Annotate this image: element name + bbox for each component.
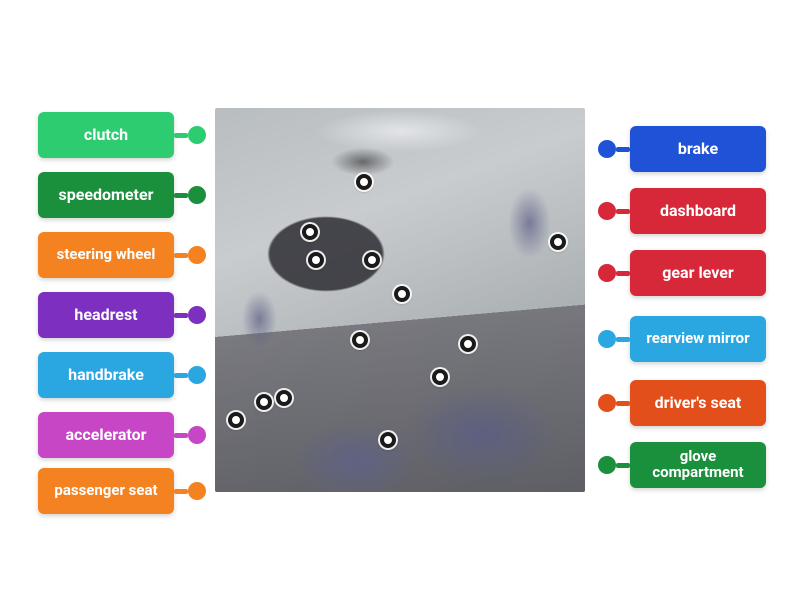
- connector-dot-icon[interactable]: [188, 366, 206, 384]
- connector: [598, 140, 630, 158]
- marker-m-glove[interactable]: [394, 286, 410, 302]
- connector-dot-icon[interactable]: [188, 246, 206, 264]
- connector-dot-icon[interactable]: [188, 426, 206, 444]
- label-text: clutch: [84, 127, 128, 144]
- label-steering-wheel[interactable]: steering wheel: [38, 232, 174, 278]
- marker-m-handbrake[interactable]: [432, 369, 448, 385]
- label-passenger-seat[interactable]: passenger seat: [38, 468, 174, 514]
- label-text: brake: [678, 141, 718, 158]
- connector: [174, 186, 206, 204]
- marker-m-dashboard[interactable]: [364, 252, 380, 268]
- connector: [174, 426, 206, 444]
- connector: [598, 264, 630, 282]
- connector: [174, 126, 206, 144]
- label-text: speedometer: [59, 187, 154, 204]
- connector: [174, 306, 206, 324]
- connector: [174, 366, 206, 384]
- marker-m-clutch[interactable]: [276, 390, 292, 406]
- label-text: passenger seat: [54, 483, 157, 499]
- label-dashboard[interactable]: dashboard: [630, 188, 766, 234]
- marker-m-drivers[interactable]: [460, 336, 476, 352]
- connector-stem: [174, 133, 188, 138]
- label-drivers-seat[interactable]: driver's seat: [630, 380, 766, 426]
- marker-m-gear[interactable]: [352, 332, 368, 348]
- label-text: accelerator: [65, 427, 146, 444]
- marker-m-passenger[interactable]: [380, 432, 396, 448]
- connector-stem: [174, 433, 188, 438]
- marker-m-speedometer[interactable]: [302, 224, 318, 240]
- connector: [598, 202, 630, 220]
- label-gear-lever[interactable]: gear lever: [630, 250, 766, 296]
- connector-dot-icon[interactable]: [188, 126, 206, 144]
- connector-dot-icon[interactable]: [598, 202, 616, 220]
- connector-dot-icon[interactable]: [188, 482, 206, 500]
- connector-dot-icon[interactable]: [188, 186, 206, 204]
- connector-stem: [616, 271, 630, 276]
- connector: [598, 330, 630, 348]
- label-text: rearview mirror: [646, 331, 749, 347]
- marker-m-steering[interactable]: [308, 252, 324, 268]
- connector-stem: [174, 373, 188, 378]
- connector-dot-icon[interactable]: [598, 140, 616, 158]
- label-text: handbrake: [68, 367, 144, 384]
- connector-stem: [616, 209, 630, 214]
- label-text: steering wheel: [57, 247, 156, 263]
- connector: [174, 482, 206, 500]
- label-text: glove compartment: [638, 449, 758, 481]
- marker-m-rearview[interactable]: [356, 174, 372, 190]
- connector: [598, 456, 630, 474]
- connector-stem: [616, 147, 630, 152]
- connector: [598, 394, 630, 412]
- connector-stem: [616, 337, 630, 342]
- label-rearview-mirror[interactable]: rearview mirror: [630, 316, 766, 362]
- labeling-stage: clutch speedometer steering wheel headrest h…: [0, 0, 800, 600]
- label-brake[interactable]: brake: [630, 126, 766, 172]
- label-text: headrest: [74, 307, 137, 324]
- label-speedometer[interactable]: speedometer: [38, 172, 174, 218]
- label-text: dashboard: [660, 203, 736, 220]
- label-text: gear lever: [662, 265, 733, 282]
- connector-stem: [174, 489, 188, 494]
- connector-stem: [616, 401, 630, 406]
- connector-stem: [174, 313, 188, 318]
- connector-stem: [174, 193, 188, 198]
- connector-stem: [174, 253, 188, 258]
- label-glove-compartment[interactable]: glove compartment: [630, 442, 766, 488]
- connector-dot-icon[interactable]: [598, 456, 616, 474]
- connector-dot-icon[interactable]: [598, 330, 616, 348]
- marker-m-brake[interactable]: [256, 394, 272, 410]
- label-accelerator[interactable]: accelerator: [38, 412, 174, 458]
- label-headrest[interactable]: headrest: [38, 292, 174, 338]
- marker-m-accelerator[interactable]: [228, 412, 244, 428]
- connector-stem: [616, 463, 630, 468]
- label-handbrake[interactable]: handbrake: [38, 352, 174, 398]
- connector-dot-icon[interactable]: [598, 394, 616, 412]
- marker-m-headrest[interactable]: [550, 234, 566, 250]
- label-clutch[interactable]: clutch: [38, 112, 174, 158]
- connector: [174, 246, 206, 264]
- label-text: driver's seat: [655, 395, 742, 412]
- connector-dot-icon[interactable]: [188, 306, 206, 324]
- connector-dot-icon[interactable]: [598, 264, 616, 282]
